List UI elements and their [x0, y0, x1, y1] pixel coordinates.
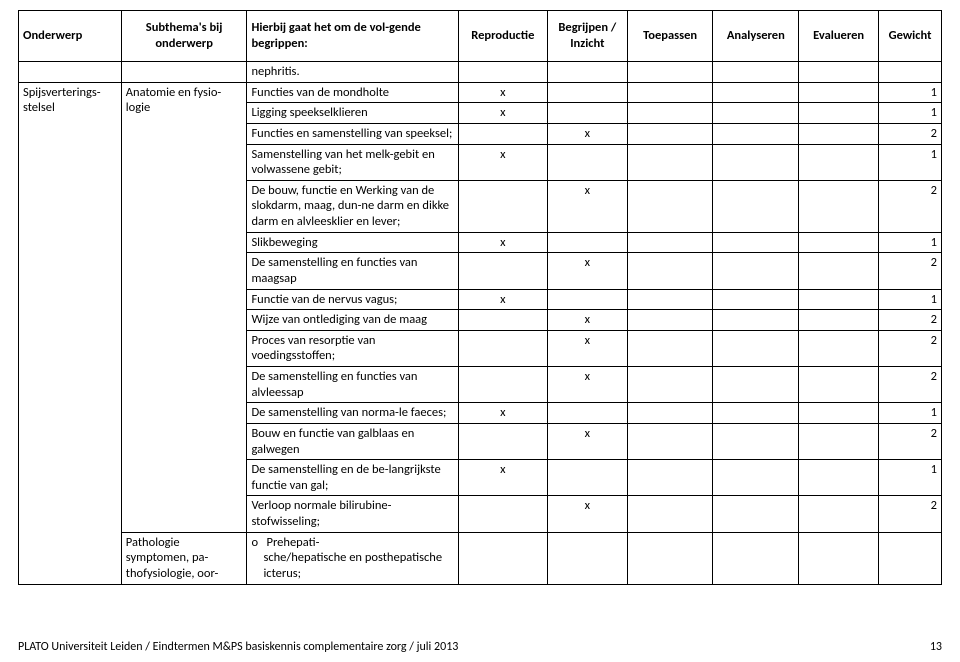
- concept-cell: De bouw, functie en Werking van de slokd…: [247, 180, 458, 232]
- col-evalueren: Evalueren: [799, 11, 879, 62]
- curriculum-table: Onderwerp Subthema's bij onderwerp Hierb…: [18, 10, 942, 585]
- col-toepassen: Toepassen: [627, 11, 713, 62]
- concept-cell: Wijze van ontlediging van de maag: [247, 310, 458, 331]
- col-begrijpen: Begrijpen / Inzicht: [547, 11, 627, 62]
- col-analyseren: Analyseren: [713, 11, 799, 62]
- topic-cell: Spijsverterings-stelsel: [19, 82, 122, 584]
- page-number: 13: [930, 640, 942, 654]
- table-row: Pathologiesymptomen, pa-thofysiologie, o…: [19, 532, 942, 584]
- col-begrippen: Hierbij gaat het om de vol-gende begripp…: [247, 11, 458, 62]
- col-gewicht: Gewicht: [879, 11, 942, 62]
- col-reproductie: Reproductie: [458, 11, 547, 62]
- concept-cell: Slikbeweging: [247, 232, 458, 253]
- subtheme-cell: Pathologiesymptomen, pa-thofysiologie, o…: [121, 532, 247, 584]
- concept-cell: De samenstelling en de be-langrijkste fu…: [247, 460, 458, 496]
- concept-cell: Verloop normale bilirubine-stofwisseling…: [247, 496, 458, 532]
- page: Onderwerp Subthema's bij onderwerp Hierb…: [0, 0, 960, 662]
- concept-cell: Proces van resorptie van voedingsstoffen…: [247, 330, 458, 366]
- concept-cell: De samenstelling en functies van alvlees…: [247, 367, 458, 403]
- concept-cell: De samenstelling en functies van maagsap: [247, 253, 458, 289]
- concept-cell: Functies en samenstelling van speeksel;: [247, 123, 458, 144]
- concept-cell: o Prehepati-sche/hepatische en posthepat…: [247, 532, 458, 584]
- concept-cell: Bouw en functie van galblaas en galwegen: [247, 423, 458, 459]
- table-body: nephritis.Spijsverterings-stelselAnatomi…: [19, 62, 942, 585]
- concept-cell: nephritis.: [247, 62, 458, 83]
- table-row: Spijsverterings-stelselAnatomie en fysio…: [19, 82, 942, 103]
- concept-cell: Ligging speekselklieren: [247, 103, 458, 124]
- concept-cell: Functie van de nervus vagus;: [247, 289, 458, 310]
- concept-cell: Samenstelling van het melk-gebit en volw…: [247, 144, 458, 180]
- col-subthema: Subthema's bij onderwerp: [121, 11, 247, 62]
- col-onderwerp: Onderwerp: [19, 11, 122, 62]
- concept-cell: De samenstelling van norma-le faeces;: [247, 403, 458, 424]
- concept-cell: Functies van de mondholte: [247, 82, 458, 103]
- table-row: nephritis.: [19, 62, 942, 83]
- footer: PLATO Universiteit Leiden / Eindtermen M…: [18, 640, 942, 654]
- header-row: Onderwerp Subthema's bij onderwerp Hierb…: [19, 11, 942, 62]
- subtheme-cell: Anatomie en fysio-logie: [121, 82, 247, 532]
- footer-text: PLATO Universiteit Leiden / Eindtermen M…: [18, 640, 458, 654]
